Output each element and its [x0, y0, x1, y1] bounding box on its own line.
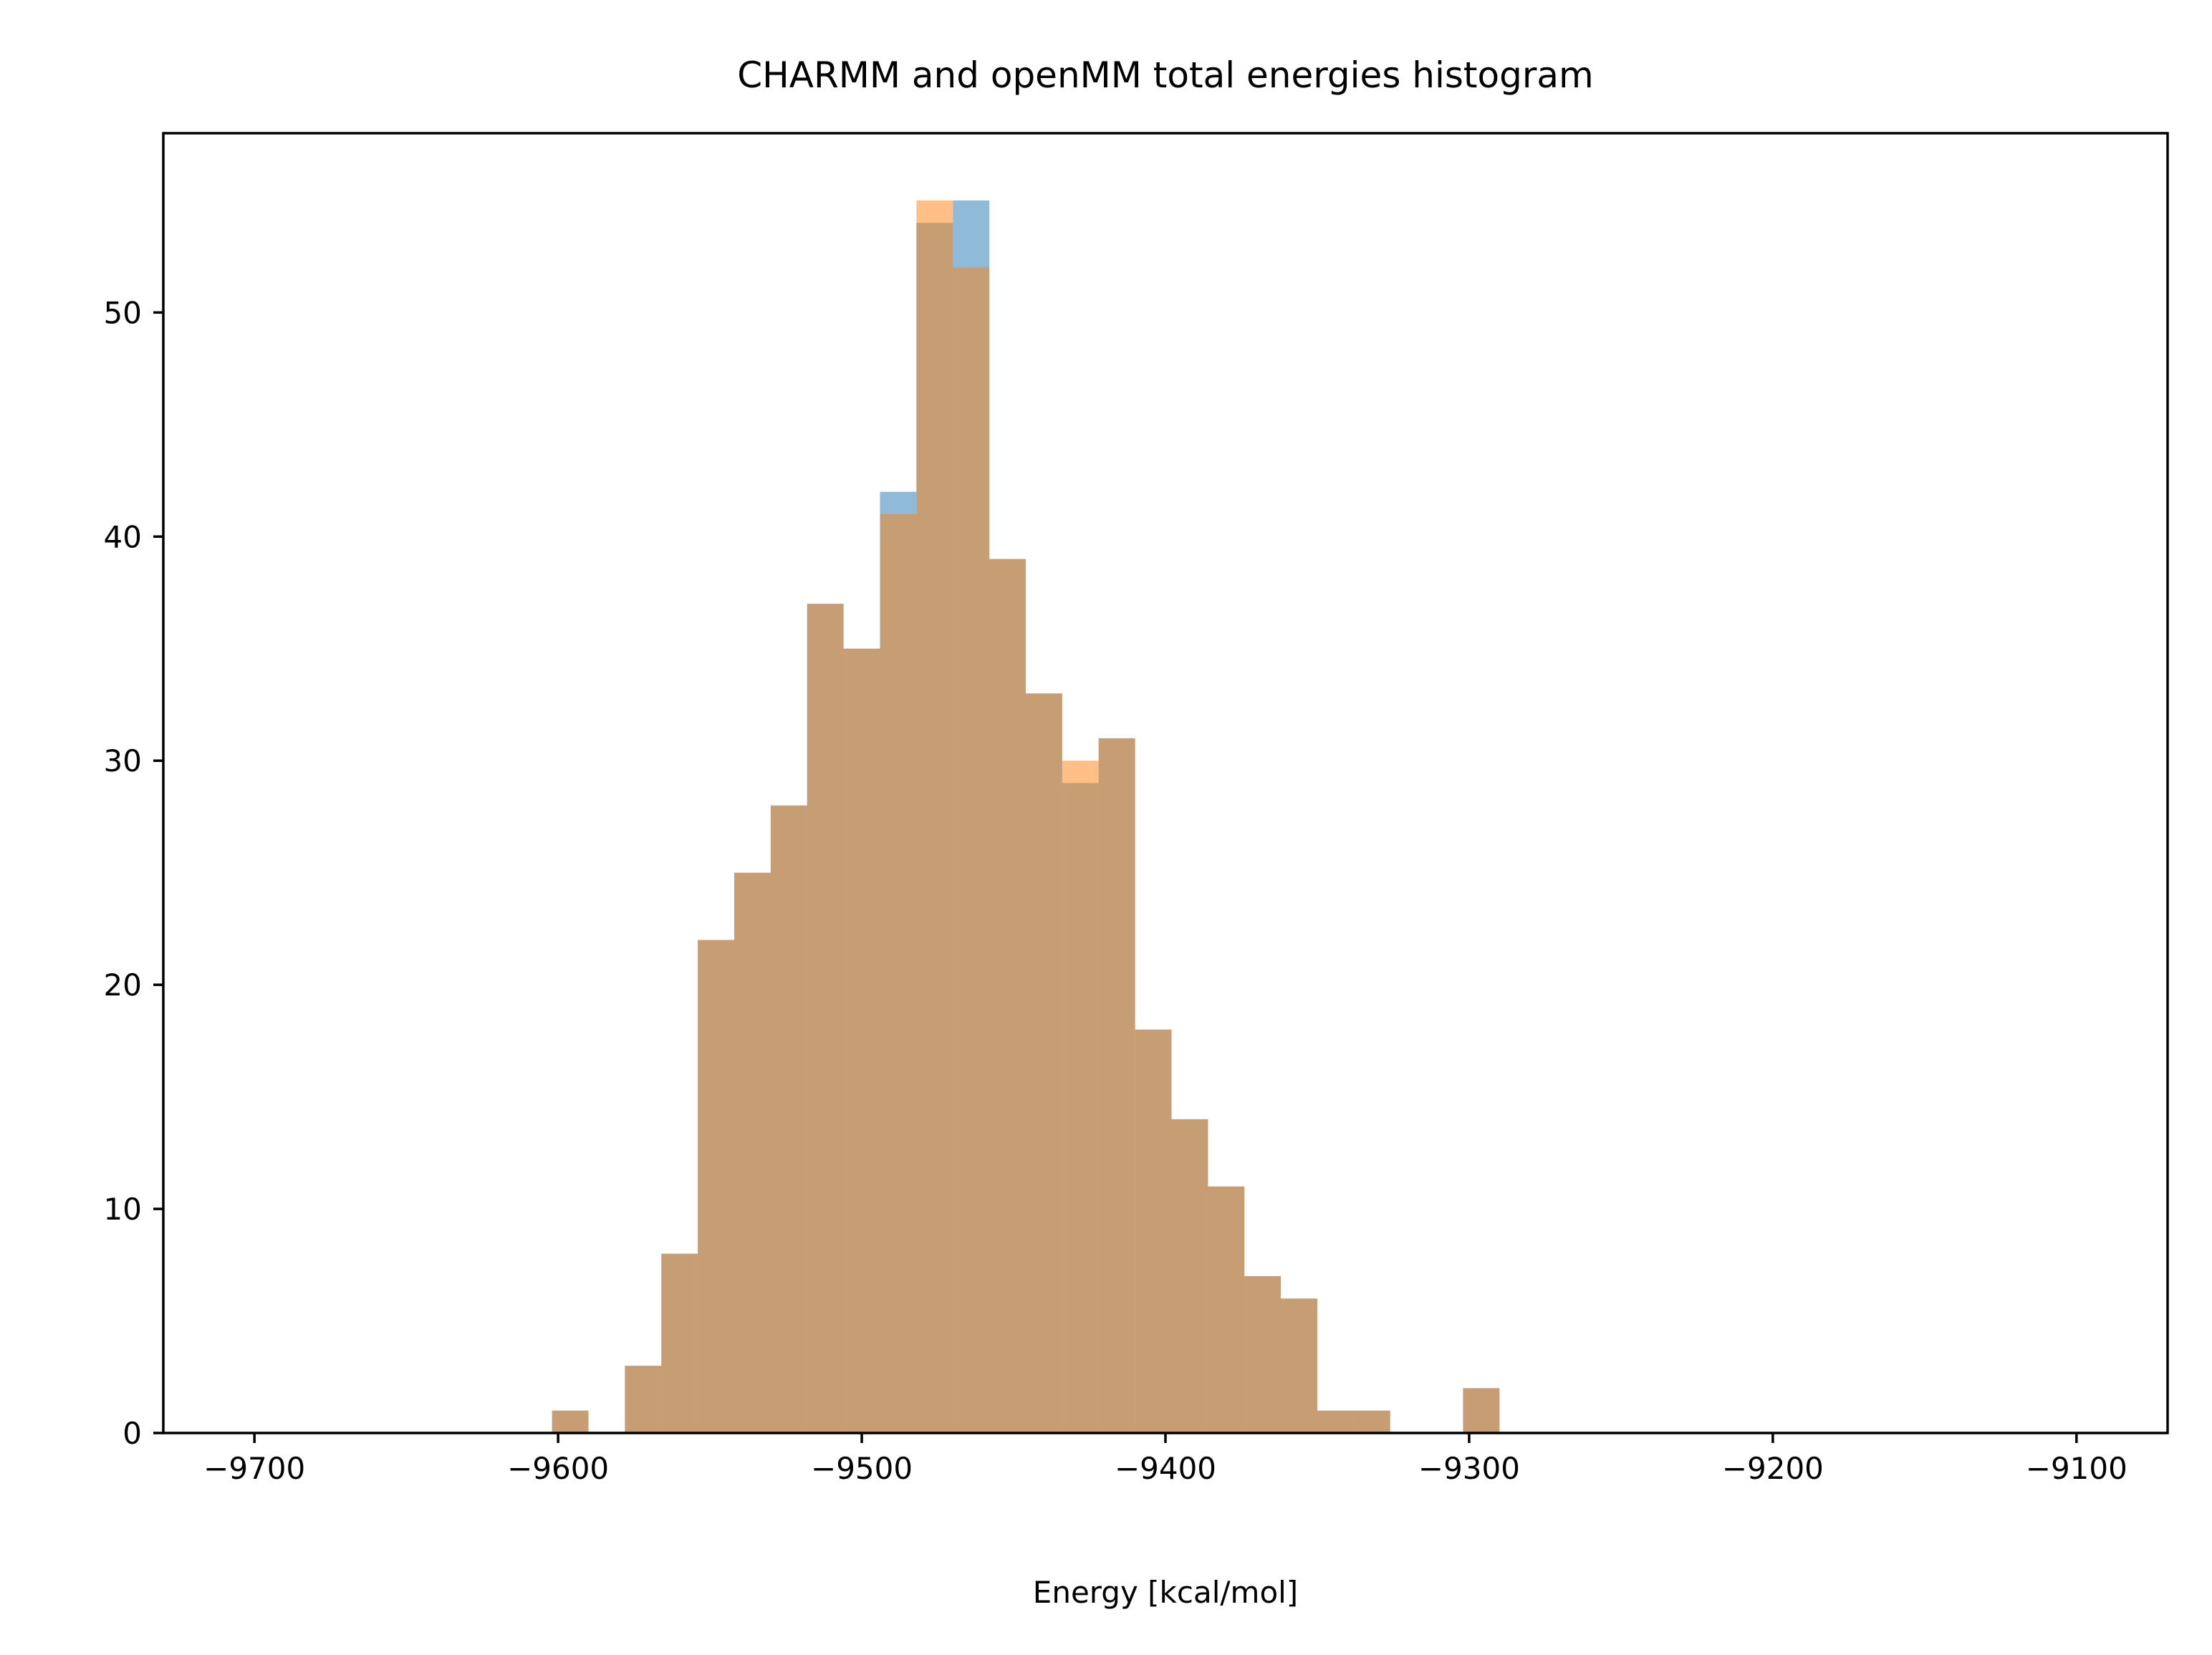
- chart-title: CHARMM and openMM total energies histogr…: [737, 54, 1593, 96]
- x-axis-label: Energy [kcal/mol]: [1033, 1575, 1298, 1610]
- y-tick-label: 40: [104, 519, 142, 554]
- histogram-bar: [661, 1253, 698, 1433]
- histogram-bar: [1098, 738, 1135, 1433]
- histogram-bar: [552, 1410, 589, 1433]
- histogram-bar: [1317, 1410, 1354, 1433]
- histogram-bar: [916, 200, 953, 1434]
- x-tick-label: −9100: [2026, 1451, 2127, 1486]
- histogram-bar: [1244, 1275, 1281, 1433]
- histogram-bar: [1135, 1029, 1172, 1433]
- y-tick-label: 10: [104, 1192, 142, 1227]
- x-tick-label: −9400: [1115, 1451, 1216, 1486]
- histogram-bars: [552, 200, 1500, 1434]
- histogram-bar: [1463, 1388, 1500, 1433]
- x-tick-label: −9200: [1722, 1451, 1824, 1486]
- x-tick-label: −9300: [1418, 1451, 1520, 1486]
- histogram-bar: [880, 513, 917, 1433]
- histogram-bar: [698, 940, 735, 1433]
- histogram-bar: [1062, 761, 1099, 1433]
- histogram-bar: [1281, 1298, 1317, 1433]
- y-tick-label: 0: [122, 1416, 142, 1451]
- y-tick-label: 30: [104, 743, 142, 778]
- x-tick-label: −9600: [507, 1451, 609, 1486]
- histogram-bar: [953, 267, 990, 1434]
- x-tick-label: −9700: [203, 1451, 305, 1486]
- x-tick-label: −9500: [811, 1451, 913, 1486]
- histogram-bar: [807, 604, 844, 1433]
- y-tick-label: 20: [104, 968, 142, 1003]
- histogram-bar: [770, 805, 807, 1433]
- histogram-bar: [989, 559, 1026, 1433]
- histogram-bar: [734, 872, 771, 1433]
- y-axis-ticks: 0 10 20 30 40 50: [104, 295, 163, 1451]
- histogram-bar: [625, 1366, 662, 1433]
- y-tick-label: 50: [104, 295, 142, 330]
- histogram-bar: [1353, 1410, 1390, 1433]
- x-axis-ticks: −9700 −9600 −9500 −9400 −9300 −9200 −9100: [203, 1433, 2127, 1486]
- histogram-bar: [1171, 1119, 1208, 1433]
- histogram-bar: [843, 648, 880, 1433]
- histogram-bar: [1208, 1186, 1245, 1433]
- histogram-bar: [1025, 693, 1062, 1433]
